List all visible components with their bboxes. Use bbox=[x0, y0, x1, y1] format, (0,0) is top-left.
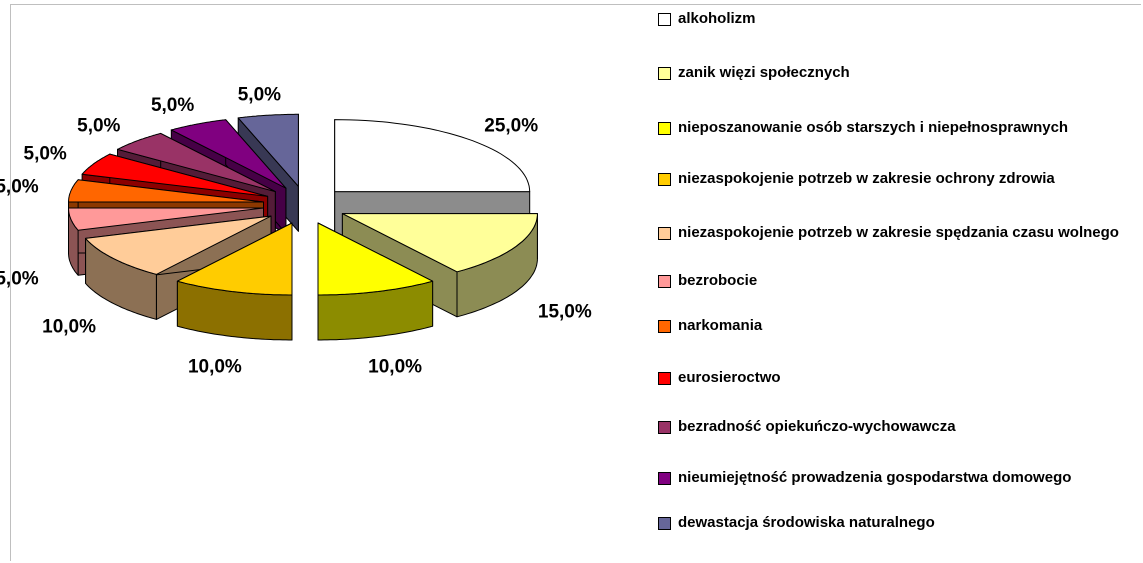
legend-swatch bbox=[658, 275, 671, 288]
slice-top bbox=[341, 213, 538, 273]
legend-swatch bbox=[658, 13, 671, 26]
legend-entry: niezaspokojenie potrzeb w zakresie ochro… bbox=[658, 168, 1133, 190]
data-label: 5,0% bbox=[24, 144, 67, 165]
slice-top bbox=[117, 132, 276, 193]
legend-entry: bezrobocie bbox=[658, 270, 1133, 292]
legend-entry: bezradność opiekuńczo-wychowawcza bbox=[658, 416, 1133, 438]
data-label: 25,0% bbox=[484, 115, 538, 136]
legend-label: eurosieroctwo bbox=[678, 369, 781, 386]
legend-entry: zanik więzi społecznych bbox=[658, 62, 1133, 84]
legend-entry: niezaspokojenie potrzeb w zakresie spędz… bbox=[658, 222, 1133, 244]
data-label: 5,0% bbox=[238, 84, 281, 105]
legend-label: bezrobocie bbox=[678, 272, 758, 289]
data-label: 5,0% bbox=[77, 115, 120, 136]
legend-swatch bbox=[658, 173, 671, 186]
legend-swatch bbox=[658, 472, 671, 485]
legend-swatch bbox=[658, 421, 671, 434]
slice-top bbox=[81, 153, 269, 197]
legend-label: nieposzanowanie osób starszych i niepełn… bbox=[678, 119, 1069, 136]
slice-top bbox=[170, 119, 287, 189]
legend-swatch bbox=[658, 372, 671, 385]
slice-top bbox=[317, 222, 434, 296]
slice-top bbox=[176, 222, 293, 296]
pie-chart: 25,0% 15,0% 10,0% 10,0% 10,0% 5,0% 5,0% 5,0% 5,0… bbox=[0, 84, 592, 378]
legend-entry: nieumiejętność prowadzenia gospodarstwa … bbox=[658, 467, 1133, 489]
slice-top bbox=[237, 113, 299, 187]
legend-entry: dewastacja środowiska naturalnego bbox=[658, 512, 1133, 534]
data-label: 5,0% bbox=[151, 95, 194, 116]
slice-top bbox=[334, 119, 531, 193]
legend-label: nieumiejętność prowadzenia gospodarstwa … bbox=[678, 469, 1072, 486]
slice-top bbox=[85, 215, 272, 275]
legend-entry: alkoholizm bbox=[658, 8, 1133, 30]
data-label: 15,0% bbox=[538, 301, 592, 322]
legend-label: narkomania bbox=[678, 317, 763, 334]
legend-swatch bbox=[658, 227, 671, 240]
legend-swatch bbox=[658, 122, 671, 135]
slice bbox=[317, 222, 434, 341]
data-label: 10,0% bbox=[42, 316, 96, 337]
legend-label: niezaspokojenie potrzeb w zakresie ochro… bbox=[678, 170, 1055, 187]
legend-swatch bbox=[658, 67, 671, 80]
data-label: 5,0% bbox=[0, 177, 39, 198]
legend-label: alkoholizm bbox=[678, 10, 756, 27]
legend-entry: nieposzanowanie osób starszych i niepełn… bbox=[658, 117, 1133, 139]
slice bbox=[176, 222, 293, 341]
legend-label: dewastacja środowiska naturalnego bbox=[678, 514, 935, 531]
data-label: 10,0% bbox=[368, 357, 422, 378]
chart-frame bbox=[10, 4, 1141, 561]
legend-entry: eurosieroctwo bbox=[658, 367, 1133, 389]
data-label: 10,0% bbox=[188, 357, 242, 378]
slice-top bbox=[68, 207, 264, 231]
legend-swatch bbox=[658, 320, 671, 333]
legend-swatch bbox=[658, 517, 671, 530]
legend-label: zanik więzi społecznych bbox=[678, 64, 850, 81]
slice-top bbox=[68, 179, 264, 203]
legend-entry: narkomania bbox=[658, 315, 1133, 337]
legend-label: niezaspokojenie potrzeb w zakresie spędz… bbox=[678, 224, 1119, 241]
data-label: 5,0% bbox=[0, 268, 39, 289]
legend-label: bezradność opiekuńczo-wychowawcza bbox=[678, 418, 956, 435]
